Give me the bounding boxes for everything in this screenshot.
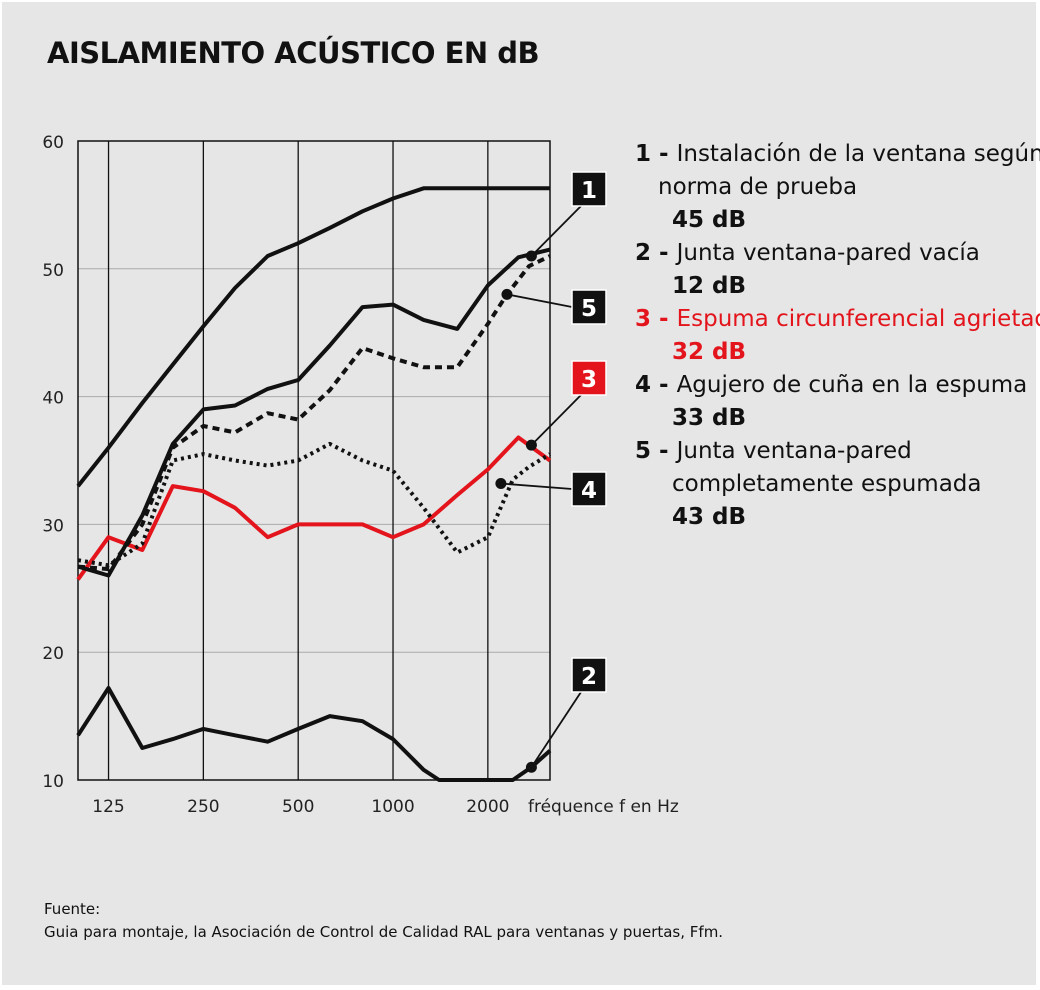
x-tick-label: 125 [92, 797, 124, 817]
x-tick-label: 250 [187, 797, 219, 817]
legend-value: 45 dB [672, 207, 747, 233]
callout-label-1: 1 [581, 178, 597, 204]
legend-text: Instalación de la ventana según [676, 141, 1040, 167]
legend-item-4: 4 - Agujero de cuña en la espuma 33 dB [635, 369, 1035, 435]
series-line-2 [76, 686, 552, 782]
y-tick-label: 50 [42, 261, 64, 281]
legend-value: 12 dB [672, 273, 747, 299]
callout-label-2: 2 [581, 664, 597, 690]
legend-number: 1 [635, 141, 652, 167]
callout-label-3: 3 [581, 367, 597, 393]
x-tick-label: 2000 [466, 797, 509, 817]
callout-dot-3 [525, 439, 537, 451]
callout-dot-1 [525, 250, 537, 262]
callout-leader-3 [530, 394, 582, 446]
legend-text-continued: completamente espumada [672, 471, 982, 497]
legend-value: 32 dB [672, 339, 747, 365]
source-text: Guia para montaje, la Asociación de Cont… [44, 923, 724, 941]
y-tick-label: 10 [42, 772, 64, 792]
legend-number: 3 [635, 306, 652, 332]
legend-separator: - [651, 240, 677, 266]
legend-item-1: 1 - Instalación de la ventana según norm… [635, 138, 1040, 237]
x-axis-label: fréquence f en Hz [528, 797, 679, 817]
callout-leader-5 [506, 293, 573, 308]
series-line-1b [77, 247, 551, 578]
legend: 1 - Instalación de la ventana según norm… [635, 138, 1040, 534]
callout-label-4: 4 [581, 478, 597, 504]
legend-number: 4 [635, 372, 652, 398]
callout-dot-5 [501, 288, 513, 300]
legend-number: 5 [635, 438, 652, 464]
callout-leader-2 [530, 691, 582, 768]
x-tick-label: 1000 [371, 797, 414, 817]
legend-value: 43 dB [672, 504, 747, 530]
source-note: Fuente: Guia para montaje, la Asociación… [44, 898, 723, 944]
callout-dot-4 [495, 478, 507, 490]
x-tick-label: 500 [282, 797, 314, 817]
callout-leader-4 [500, 482, 573, 490]
callout-dot-2 [525, 761, 537, 773]
legend-separator: - [651, 306, 677, 332]
series-line-5 [77, 254, 551, 572]
legend-item-3: 3 - Espuma circunferencial agrietada 32 … [635, 303, 1040, 369]
y-tick-label: 30 [42, 516, 64, 536]
legend-item-2: 2 - Junta ventana-pared vacía 12 dB [635, 237, 1035, 303]
legend-text: Agujero de cuña en la espuma [676, 372, 1028, 398]
legend-separator: - [651, 438, 677, 464]
series-line-1 [76, 186, 550, 488]
legend-separator: - [651, 141, 677, 167]
legend-text: Junta ventana-pared vacía [676, 240, 980, 266]
legend-separator: - [651, 372, 677, 398]
series-line-4 [77, 441, 552, 568]
source-label: Fuente: [44, 900, 101, 918]
y-tick-label: 20 [42, 644, 64, 664]
y-tick-label: 60 [42, 133, 64, 153]
callout-leader-1 [530, 205, 582, 257]
legend-text-continued: norma de prueba [658, 174, 858, 200]
y-tick-label: 40 [42, 389, 64, 409]
callout-box-4 [571, 471, 607, 507]
callout-box-3 [571, 360, 607, 396]
callout-label-5: 5 [581, 296, 597, 322]
legend-item-5: 5 - Junta ventana-pared completamente es… [635, 435, 1035, 534]
chart-title: AISLAMIENTO ACÚSTICO EN dB [47, 36, 540, 70]
callout-box-2 [571, 657, 607, 693]
legend-text: Junta ventana-pared [676, 438, 912, 464]
callout-box-1 [571, 171, 607, 207]
callout-box-5 [571, 289, 607, 325]
legend-text: Espuma circunferencial agrietada [676, 306, 1040, 332]
series-line-3 [76, 435, 552, 581]
legend-number: 2 [635, 240, 652, 266]
legend-value: 33 dB [672, 405, 747, 431]
